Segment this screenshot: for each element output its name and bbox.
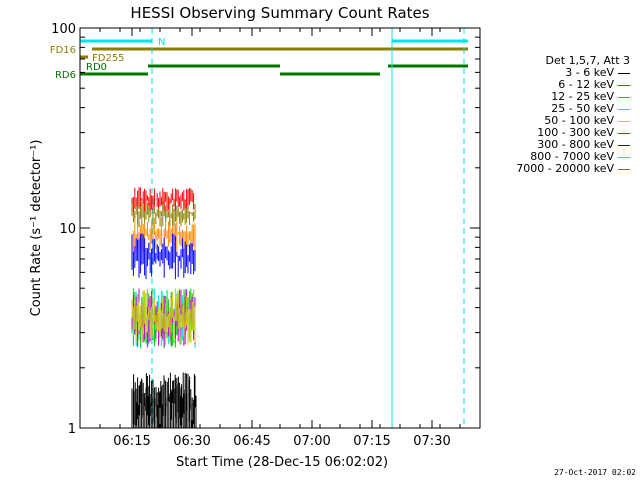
legend-entry-label: 3 - 6 keV [565,66,614,79]
legend-entry: 800 - 7000 keV [486,151,630,163]
y-tick-label: 1 [68,422,76,437]
x-tick-label: 06:30 [173,434,210,449]
series-line [131,187,196,212]
y-axis-label: Count Rate (s⁻¹ detector⁻¹) [29,140,44,317]
x-tick-label: 07:15 [353,434,390,449]
legend-swatch [618,72,630,74]
legend-entry-label: 12 - 25 keV [551,90,614,103]
legend-entry: 12 - 25 keV [486,91,630,103]
x-tick-label: 06:15 [113,434,150,449]
series-line [131,199,196,227]
y-tick-label: 100 [51,22,76,37]
x-tick-label: 06:45 [233,434,270,449]
chart-title: HESSI Observing Summary Count Rates [130,4,429,22]
legend-swatch [618,96,630,98]
annotation-label: FD255 [92,53,125,64]
legend-entry-label: 300 - 800 keV [537,138,614,151]
legend-entry: 25 - 50 keV [486,103,630,115]
legend-entry: 50 - 100 keV [486,115,630,127]
legend-entry-label: 800 - 7000 keV [530,150,614,163]
legend-entry: 6 - 12 keV [486,79,630,91]
y-tick-label: 10 [59,222,76,237]
series-line-baseline [131,372,197,428]
x-axis-ticks: 06:15 06:30 06:45 07:00 07:15 07:30 [79,28,481,449]
legend-entry-label: 6 - 12 keV [558,78,614,91]
legend-swatch [618,120,630,122]
x-tick-label: 07:30 [413,434,450,449]
annotation-label: RD0 [86,62,107,73]
x-tick-label: 07:00 [293,434,330,449]
legend-swatch [618,144,630,146]
legend-swatch [618,132,630,134]
legend-swatch [618,156,630,158]
legend-entry: 3 - 6 keV [486,67,630,79]
legend-entry-label: 25 - 50 keV [551,102,614,115]
legend-entry-label: 7000 - 20000 keV [516,162,614,175]
legend-swatch [618,168,630,170]
legend-entry: 7000 - 20000 keV [486,163,630,175]
annotation-label: N [158,37,165,48]
legend-swatch [618,108,630,110]
legend-entry-label: 50 - 100 keV [544,114,614,127]
legend-title: Det 1,5,7, Att 3 [545,54,630,67]
y-axis-ticks: 1 10 100 [51,22,480,437]
annotation-label: FD16 [50,45,76,56]
series-line [131,288,196,345]
series-line [131,233,196,280]
legend-entry-label: 100 - 300 keV [537,126,614,139]
legend: Det 1,5,7, Att 3 3 - 6 keV 6 - 12 keV 12 -… [486,54,630,175]
series-layer [131,187,197,428]
legend-entry: 100 - 300 keV [486,127,630,139]
annotation-label: RD6 [55,70,76,81]
x-axis-label: Start Time (28-Dec-15 06:02:02) [176,455,388,470]
timestamp: 27-Oct-2017 02:02 [554,468,636,477]
legend-entry: 300 - 800 keV [486,139,630,151]
legend-swatch [618,84,630,86]
legend-rows: 3 - 6 keV 6 - 12 keV 12 - 25 keV 25 - 50 ke… [486,67,630,175]
